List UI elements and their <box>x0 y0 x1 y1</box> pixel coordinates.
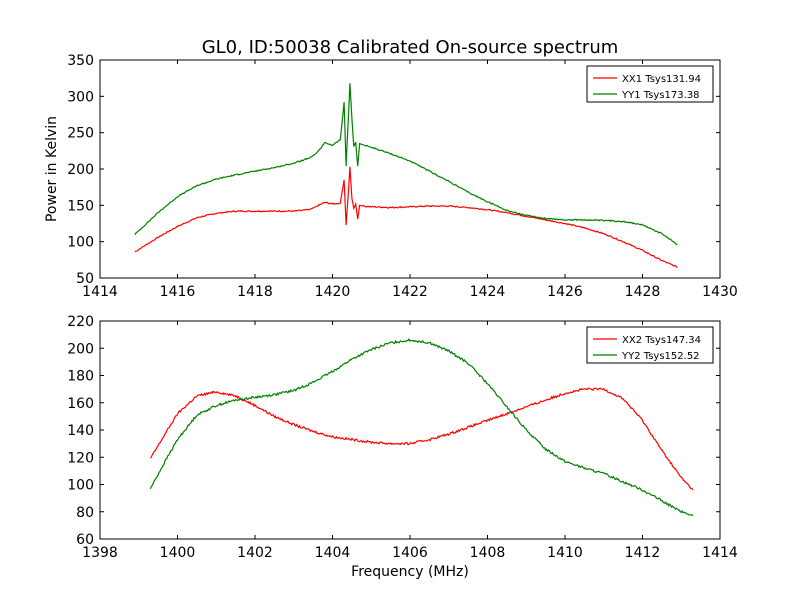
y-tick-label: 200 <box>67 341 94 357</box>
legend-label: YY1 Tsys173.38 <box>621 90 700 101</box>
x-tick-label: 1420 <box>315 284 351 300</box>
x-tick-label: 1418 <box>237 284 273 300</box>
y-tick-label: 180 <box>67 369 94 385</box>
y-tick-label: 100 <box>67 478 94 494</box>
x-tick-label: 1424 <box>470 284 506 300</box>
legend-label: XX1 Tsys131.94 <box>622 74 701 85</box>
x-tick-label: 1402 <box>237 545 273 561</box>
y-tick-label: 300 <box>67 89 94 105</box>
y-tick-label: 350 <box>67 53 94 69</box>
y-tick-label: 120 <box>67 450 94 466</box>
x-tick-label: 1416 <box>160 284 196 300</box>
x-tick-label: 1406 <box>392 545 428 561</box>
x-tick-label: 1430 <box>702 284 738 300</box>
x-axis-label: Frequency (MHz) <box>351 564 469 580</box>
x-tick-label: 1414 <box>702 545 738 561</box>
y-tick-label: 80 <box>76 505 94 521</box>
legend-label: YY2 Tsys152.52 <box>621 351 700 362</box>
x-tick-label: 1400 <box>160 545 196 561</box>
legend-box <box>586 65 714 103</box>
x-tick-label: 1422 <box>392 284 428 300</box>
x-tick-label: 1410 <box>547 545 583 561</box>
x-tick-label: 1412 <box>625 545 661 561</box>
y-tick-label: 100 <box>67 235 94 251</box>
x-tick-label: 1426 <box>547 284 583 300</box>
x-tick-label: 1414 <box>82 284 118 300</box>
x-tick-label: 1428 <box>625 284 661 300</box>
top-spectrum-panel: 1414 1416 1418 1420 1422 1424 1426 1428 1430 50 10… <box>44 53 738 300</box>
y-tick-label: 160 <box>67 396 94 412</box>
legend-box <box>586 326 714 364</box>
y-tick-label: 150 <box>67 198 94 214</box>
series-line-yy1 <box>134 83 678 246</box>
y-tick-label: 200 <box>67 162 94 178</box>
y-axis-label: Power in Kelvin <box>44 116 60 222</box>
series-line-yy2 <box>149 337 694 517</box>
y-tick-label: 50 <box>76 271 94 287</box>
bottom-spectrum-panel: 1398 1400 1402 1404 1406 1408 1410 1412 1414 60 80… <box>67 314 738 580</box>
x-tick-label: 1408 <box>470 545 506 561</box>
y-tick-label: 250 <box>67 126 94 142</box>
x-tick-label: 1404 <box>315 545 351 561</box>
y-tick-label: 140 <box>67 423 94 439</box>
legend-label: XX2 Tsys147.34 <box>622 335 701 346</box>
y-tick-label: 220 <box>67 314 94 330</box>
x-tick-label: 1398 <box>82 545 118 561</box>
series-line-xx1 <box>134 166 678 268</box>
chart-title: GL0, ID:50038 Calibrated On-source spect… <box>202 37 619 58</box>
y-tick-label: 60 <box>76 532 94 548</box>
